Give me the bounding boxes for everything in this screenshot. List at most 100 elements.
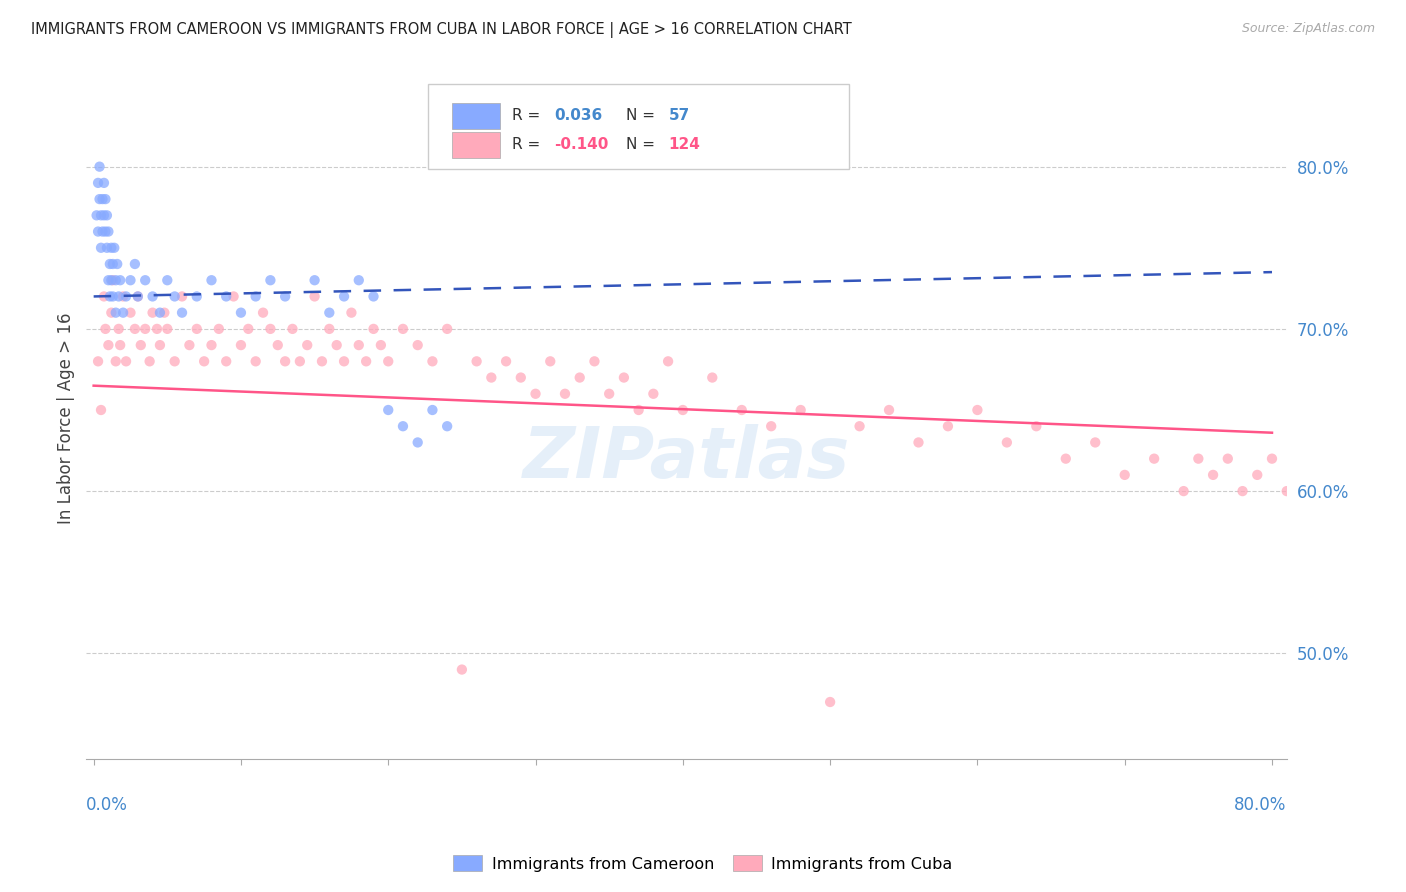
Point [229, 306, 252, 320]
Point [112, 289, 135, 303]
Point [142, 289, 165, 303]
Point [259, 273, 281, 287]
Text: N =: N = [627, 137, 655, 153]
Point [297, 338, 319, 352]
Point [877, 403, 900, 417]
Point [134, 322, 156, 336]
Point [451, 663, 474, 677]
Point [200, 273, 222, 287]
Point [524, 386, 547, 401]
Point [370, 338, 392, 352]
Point [142, 306, 165, 320]
Point [100, 273, 122, 287]
Point [1378, 467, 1400, 482]
Point [848, 419, 870, 434]
Point [149, 338, 172, 352]
Point [333, 354, 356, 368]
Point [179, 338, 201, 352]
Point [87, 354, 110, 368]
Point [363, 322, 385, 336]
Point [107, 289, 129, 303]
Point [96, 208, 118, 222]
Point [907, 435, 929, 450]
Point [1334, 467, 1357, 482]
Point [86, 208, 108, 222]
Point [936, 419, 959, 434]
Point [115, 289, 138, 303]
Point [422, 403, 444, 417]
Point [134, 273, 156, 287]
Point [138, 354, 160, 368]
Point [93, 176, 115, 190]
Point [436, 419, 458, 434]
Point [1202, 467, 1225, 482]
Point [598, 386, 620, 401]
Point [156, 273, 179, 287]
Point [208, 322, 231, 336]
Point [288, 354, 311, 368]
Point [153, 306, 176, 320]
Point [318, 322, 340, 336]
Point [613, 370, 636, 384]
Point [436, 322, 458, 336]
Point [90, 208, 112, 222]
Point [120, 306, 142, 320]
Point [318, 306, 340, 320]
Point [304, 289, 326, 303]
Point [259, 322, 281, 336]
Point [325, 338, 347, 352]
Point [93, 289, 115, 303]
Point [995, 435, 1018, 450]
Point [215, 289, 238, 303]
Point [1084, 435, 1107, 450]
Text: R =: R = [512, 108, 541, 123]
Point [1216, 451, 1239, 466]
FancyBboxPatch shape [453, 103, 501, 128]
Point [170, 306, 193, 320]
Point [124, 322, 146, 336]
Point [96, 241, 118, 255]
Point [245, 289, 267, 303]
Point [103, 241, 125, 255]
Point [354, 354, 377, 368]
Point [304, 273, 326, 287]
Point [966, 403, 988, 417]
Point [1320, 484, 1343, 499]
Point [215, 354, 238, 368]
Point [252, 306, 274, 320]
Point [149, 306, 172, 320]
Point [186, 289, 208, 303]
Y-axis label: In Labor Force | Age > 16: In Labor Force | Age > 16 [58, 312, 75, 524]
Text: 124: 124 [668, 137, 700, 153]
Point [347, 338, 370, 352]
Point [554, 386, 576, 401]
Point [1143, 451, 1166, 466]
Point [97, 338, 120, 352]
Point [583, 354, 606, 368]
Point [702, 370, 724, 384]
Point [222, 289, 245, 303]
Point [657, 354, 679, 368]
Point [94, 322, 117, 336]
Point [377, 403, 399, 417]
Point [1305, 451, 1327, 466]
Text: IMMIGRANTS FROM CAMEROON VS IMMIGRANTS FROM CUBA IN LABOR FORCE | AGE > 16 CORRE: IMMIGRANTS FROM CAMEROON VS IMMIGRANTS F… [31, 22, 852, 38]
Point [1246, 467, 1268, 482]
Point [87, 225, 110, 239]
Point [267, 338, 290, 352]
Point [1232, 484, 1254, 499]
Point [479, 370, 502, 384]
Point [731, 403, 754, 417]
Point [363, 289, 385, 303]
Point [91, 225, 114, 239]
Point [104, 273, 127, 287]
Point [146, 322, 169, 336]
Point [87, 176, 110, 190]
Point [465, 354, 488, 368]
Point [186, 322, 208, 336]
Point [238, 322, 260, 336]
Point [112, 306, 135, 320]
Point [377, 354, 399, 368]
Point [89, 192, 111, 206]
FancyBboxPatch shape [453, 132, 501, 158]
